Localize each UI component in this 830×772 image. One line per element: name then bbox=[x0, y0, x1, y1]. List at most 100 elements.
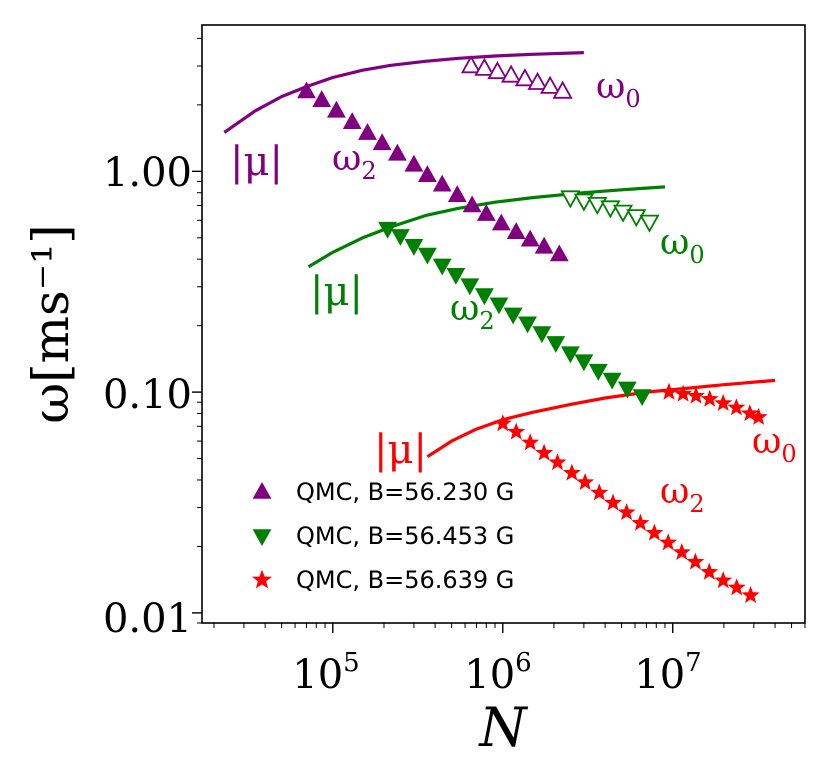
omega2-point-series-1 bbox=[358, 123, 377, 140]
omega2-point-series-1 bbox=[462, 195, 482, 213]
omega2-point-series-1 bbox=[520, 229, 540, 247]
omega2-point-series-3 bbox=[548, 453, 567, 471]
omega0-point-series-3 bbox=[714, 393, 733, 411]
red-mu-label: |μ| bbox=[374, 427, 427, 473]
omega2-point-series-2 bbox=[446, 267, 466, 285]
red-omega2-label: ω2 bbox=[660, 471, 705, 518]
omega2-point-series-1 bbox=[342, 112, 362, 129]
omega2-point-series-3 bbox=[727, 578, 746, 596]
fit-curve-series-3 bbox=[426, 378, 776, 459]
omega2-point-series-1 bbox=[297, 81, 316, 99]
omega2-point-series-2 bbox=[390, 229, 410, 246]
omega2-point-series-1 bbox=[447, 185, 467, 202]
major-ticks bbox=[192, 170, 674, 633]
red-omega0-label: ω0 bbox=[752, 421, 797, 468]
omega2-point-series-1 bbox=[372, 133, 392, 151]
omega0-point-series-1 bbox=[540, 75, 561, 94]
omega0-point-series-1 bbox=[514, 68, 535, 87]
legend-entry-2: QMC, B=56.453 G bbox=[296, 522, 514, 550]
omega2-point-series-3 bbox=[604, 493, 622, 511]
omega0-point-series-3 bbox=[674, 384, 693, 402]
y-tick-label-3: 0.01 bbox=[103, 596, 192, 642]
x-tick-label-3: 107 bbox=[634, 648, 701, 698]
omega2-point-series-1 bbox=[476, 204, 496, 221]
omega2-point-series-3 bbox=[672, 542, 691, 561]
omega0-point-series-1 bbox=[460, 55, 482, 74]
omega2-point-series-2 bbox=[532, 326, 552, 344]
green-mu-label: |μ| bbox=[310, 269, 363, 315]
legend-entry-3: QMC, B=56.639 G bbox=[296, 566, 514, 594]
x-axis-label: N bbox=[477, 696, 528, 759]
omega2-point-series-2 bbox=[474, 288, 494, 306]
legend-markers bbox=[252, 481, 272, 589]
omega2-point-series-3 bbox=[686, 552, 705, 570]
legend-marker-3 bbox=[252, 569, 272, 589]
omega0-point-series-1 bbox=[474, 57, 495, 76]
omega0-point-series-1 bbox=[527, 71, 548, 90]
omega2-point-series-3 bbox=[576, 472, 595, 491]
legend: QMC, B=56.230 G QMC, B=56.453 G QMC, B=5… bbox=[252, 478, 514, 594]
purple-mu-label: |μ| bbox=[230, 139, 283, 185]
omega0-point-series-2 bbox=[639, 214, 660, 233]
legend-entry-1: QMC, B=56.230 G bbox=[296, 478, 514, 506]
omega0-point-series-3 bbox=[749, 407, 768, 425]
omega2-point-series-2 bbox=[546, 336, 566, 353]
omega2-point-series-3 bbox=[659, 533, 678, 551]
legend-marker-1 bbox=[252, 481, 272, 499]
omega0-point-series-3 bbox=[727, 398, 746, 416]
y-axis-label: ω[ms⁻¹] bbox=[22, 224, 80, 423]
omega2-point-series-2 bbox=[632, 389, 652, 407]
fit-curve-series-1 bbox=[223, 51, 584, 134]
omega0-point-series-2 bbox=[626, 209, 647, 228]
omega0-point-series-3 bbox=[700, 389, 719, 407]
omega2-point-series-2 bbox=[602, 372, 622, 390]
omega2-point-series-2 bbox=[404, 239, 424, 256]
omega2-point-series-1 bbox=[506, 222, 526, 239]
omega2-point-series-3 bbox=[700, 562, 719, 580]
green-omega2-label: ω2 bbox=[450, 288, 495, 335]
omega2-point-series-2 bbox=[574, 354, 594, 372]
omega2-point-series-1 bbox=[549, 244, 569, 262]
purple-omega0-label: ω0 bbox=[596, 66, 641, 113]
data-markers bbox=[297, 55, 768, 604]
x-tick-label-2: 106 bbox=[464, 648, 531, 698]
omega2-point-series-1 bbox=[534, 236, 554, 254]
omega2-point-series-3 bbox=[507, 422, 526, 440]
omega2-point-series-1 bbox=[312, 90, 332, 107]
purple-omega2-label: ω2 bbox=[332, 138, 377, 185]
omega2-point-series-1 bbox=[387, 143, 407, 161]
omega2-point-series-2 bbox=[417, 247, 437, 265]
omega2-point-series-3 bbox=[590, 483, 609, 501]
omega2-point-series-1 bbox=[491, 213, 511, 231]
y-tick-label-2: 0.10 bbox=[103, 372, 192, 418]
omega2-point-series-3 bbox=[535, 443, 554, 461]
omega0-point-series-3 bbox=[740, 404, 759, 422]
omega2-point-series-3 bbox=[521, 433, 540, 451]
x-tick-label-1: 105 bbox=[292, 648, 359, 698]
omega0-point-series-3 bbox=[660, 382, 678, 400]
omega2-point-series-2 bbox=[432, 258, 452, 276]
fit-curve-series-2 bbox=[307, 185, 666, 269]
omega0-point-series-1 bbox=[501, 64, 522, 83]
omega2-point-series-3 bbox=[617, 503, 636, 521]
omega2-point-series-2 bbox=[617, 381, 637, 399]
omega2-point-series-1 bbox=[432, 174, 452, 192]
green-omega0-label: ω0 bbox=[660, 222, 705, 269]
omega0-point-series-1 bbox=[487, 61, 508, 80]
omega2-point-series-2 bbox=[518, 316, 538, 334]
y-tick-label-1: 1.00 bbox=[103, 150, 192, 196]
omega2-point-series-2 bbox=[489, 297, 509, 315]
plot-area bbox=[201, 24, 806, 624]
omega2-point-series-3 bbox=[493, 414, 512, 432]
legend-marker-2 bbox=[252, 529, 272, 547]
omega2-point-series-3 bbox=[562, 463, 581, 481]
omega0-point-series-1 bbox=[552, 80, 573, 99]
omega2-point-series-1 bbox=[404, 154, 424, 172]
omega2-point-series-3 bbox=[631, 513, 650, 531]
omega2-point-series-1 bbox=[326, 100, 346, 118]
fit-curves bbox=[223, 51, 776, 459]
omega2-point-series-2 bbox=[503, 307, 523, 325]
omega2-point-series-2 bbox=[588, 363, 608, 381]
omega2-point-series-3 bbox=[741, 585, 760, 604]
